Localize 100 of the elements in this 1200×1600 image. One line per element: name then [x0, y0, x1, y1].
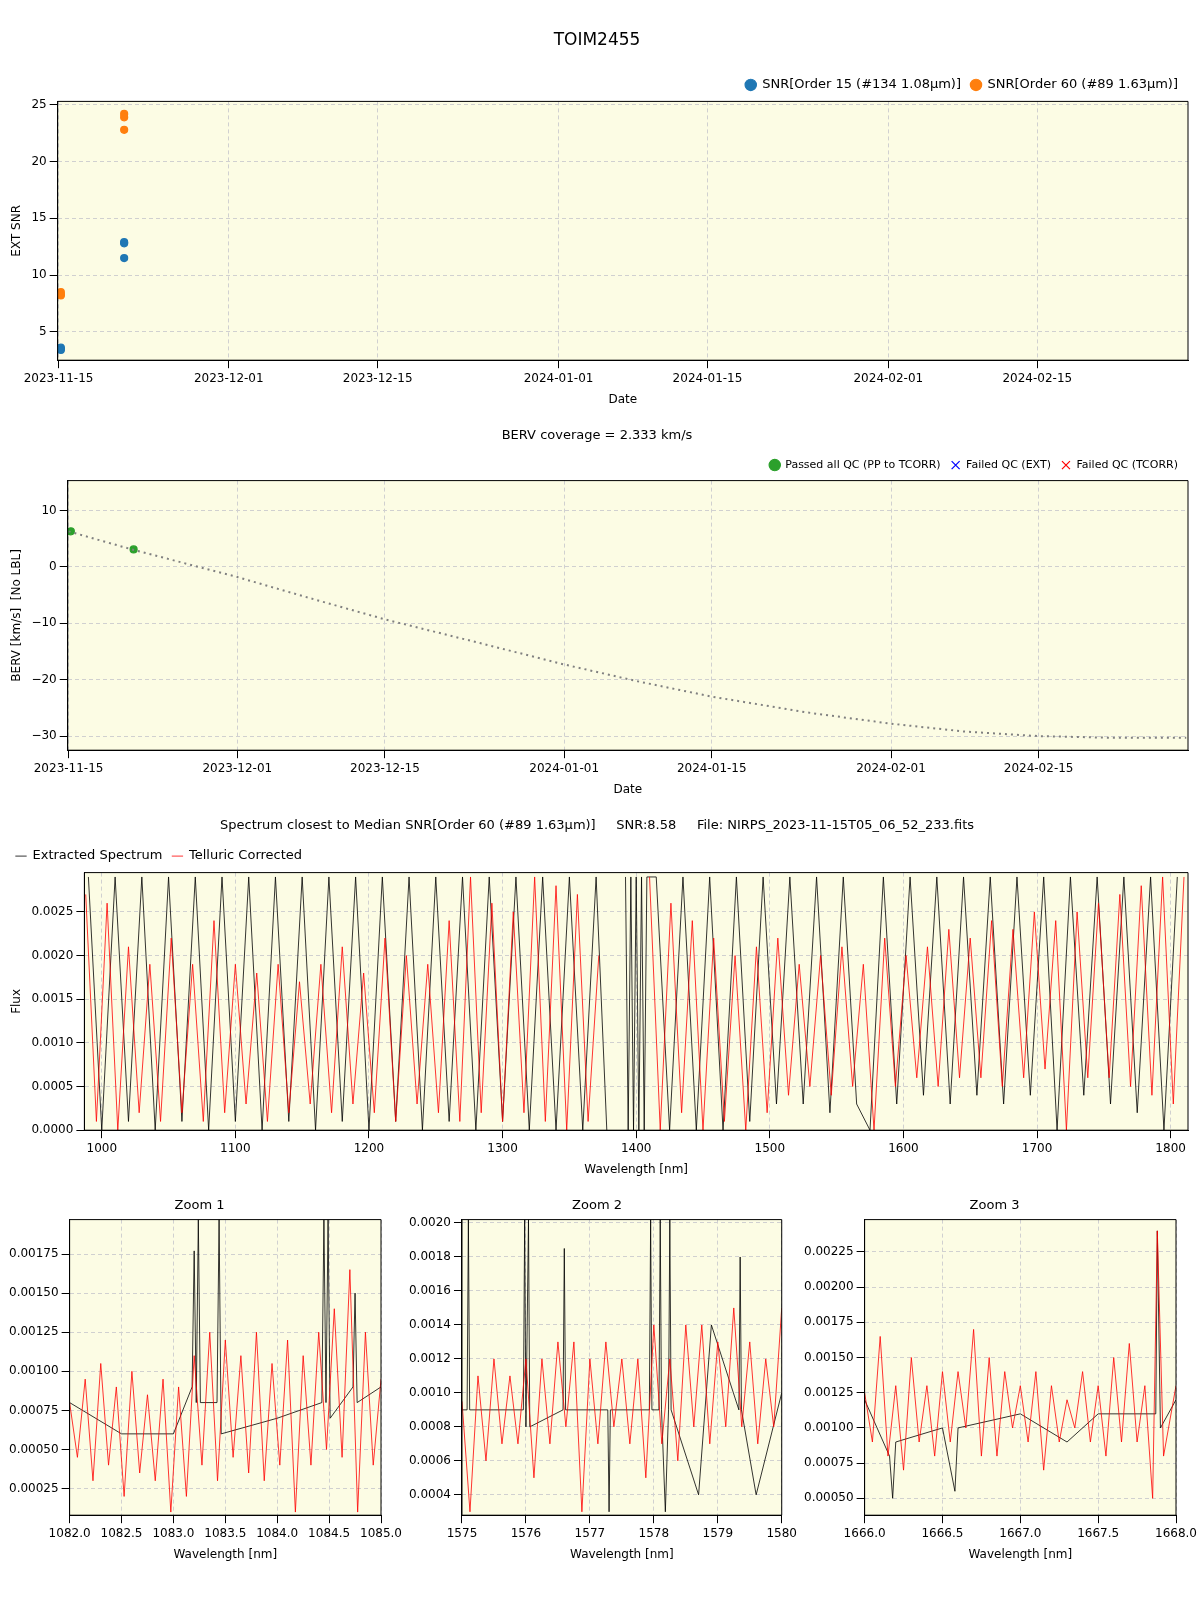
y-tick-label: 0.00125	[804, 1384, 854, 1399]
x-tick-label: 2024-02-01	[856, 760, 926, 775]
y-tick-label: 0.00175	[804, 1314, 854, 1329]
y-tick-label: 0.00075	[9, 1402, 59, 1417]
y-tick-label: 0.0016	[408, 1283, 451, 1298]
x-tick-label: 1667.5	[1077, 1525, 1120, 1540]
x-tick-label: 2024-02-15	[1002, 370, 1073, 385]
chart-title: Zoom 2	[572, 1197, 622, 1213]
y-tick-label: 0.00125	[9, 1324, 59, 1339]
y-tick-label: −30	[31, 728, 57, 743]
x-axis-title: Wavelength [nm]	[173, 1546, 278, 1561]
y-tick-label: 10	[41, 502, 57, 517]
y-tick-label: 0.0025	[31, 904, 74, 919]
y-tick-label: 0.0020	[408, 1215, 451, 1230]
x-axis-title: Wavelength [nm]	[570, 1546, 674, 1561]
x-tick-label: 2024-01-01	[529, 760, 600, 775]
x-tick-label: 1668.0	[1155, 1525, 1198, 1540]
x-axis-title: Wavelength [nm]	[968, 1546, 1073, 1561]
y-tick-label: 0.00200	[804, 1279, 854, 1294]
legend-label: SNR[Order 60 (#89 1.63μm)]	[987, 76, 1179, 92]
x-tick-label: 2023-11-15	[23, 370, 94, 385]
y-tick-label: 0.0012	[408, 1351, 451, 1366]
legend-label: Extracted Spectrum	[32, 847, 163, 863]
chart-title: Zoom 1	[174, 1197, 225, 1213]
y-tick-label: 0.0004	[408, 1486, 451, 1501]
y-axis-title: BERV [km/s] [No LBL]	[9, 549, 24, 682]
y-tick-label: 10	[31, 267, 47, 282]
y-tick-label: 0	[49, 559, 57, 574]
x-tick-label: 1700	[1021, 1140, 1053, 1155]
y-tick-label: 0.00100	[804, 1420, 854, 1435]
y-tick-label: 0.0008	[408, 1418, 451, 1433]
chart-title: Zoom 3	[969, 1197, 1020, 1213]
x-tick-label: 1082.5	[100, 1525, 143, 1540]
x-tick-label: 1579	[702, 1525, 734, 1540]
y-tick-label: 0.0006	[408, 1452, 451, 1467]
x-tick-label: 2023-12-15	[342, 370, 413, 385]
x-tick-label: 2023-12-01	[193, 370, 264, 385]
y-tick-label: 0.00050	[804, 1490, 854, 1505]
y-tick-label: 0.00175	[9, 1246, 59, 1261]
point	[120, 125, 129, 134]
legend-label: Failed QC (TCORR)	[1076, 457, 1179, 471]
y-tick-label: 20	[31, 153, 47, 168]
chart-title: BERV coverage = 2.333 km/s	[501, 427, 693, 443]
x-tick-label: 1576	[510, 1525, 542, 1540]
x-tick-label: 2023-12-15	[350, 760, 420, 775]
x-tick-label: 2024-01-15	[676, 760, 747, 775]
y-tick-label: 0.0000	[31, 1122, 74, 1137]
legend-label: Failed QC (EXT)	[966, 457, 1051, 471]
legend-label: Passed all QC (PP to TCORR)	[785, 457, 941, 471]
y-tick-label: 0.0014	[408, 1317, 451, 1332]
x-tick-label: 1577	[574, 1525, 606, 1540]
y-tick-label: 0.00075	[804, 1455, 854, 1470]
y-tick-label: 0.0020	[31, 947, 74, 962]
x-tick-label: 1300	[487, 1140, 518, 1155]
y-tick-label: 0.00050	[9, 1441, 59, 1456]
x-tick-label: 2024-02-15	[1003, 760, 1074, 775]
y-tick-label: 0.0018	[408, 1249, 451, 1264]
x-tick-label: 1667.0	[999, 1525, 1042, 1540]
x-tick-label: 2024-02-01	[853, 370, 924, 385]
x-tick-label: 1084.0	[256, 1525, 299, 1540]
chart-title: Spectrum closest to Median SNR[Order 60 (#89 1.63μm)] SNR:8.58 File: NIRPS_2023-11-15T05_06_52_233.fits	[219, 817, 975, 833]
y-tick-label: 0.00150	[804, 1349, 854, 1364]
x-tick-label: 1500	[754, 1140, 786, 1155]
y-tick-label: 0.00150	[9, 1285, 59, 1300]
chart-title: TOIM2455	[552, 28, 641, 49]
x-tick-label: 2023-11-15	[33, 760, 104, 775]
x-axis-title: Date	[613, 781, 643, 796]
x-tick-label: 1200	[353, 1140, 385, 1155]
x-tick-label: 1000	[86, 1140, 118, 1155]
y-tick-label: 0.00025	[9, 1480, 59, 1495]
x-tick-label: 1083.0	[152, 1525, 195, 1540]
y-tick-label: 0.0010	[408, 1385, 451, 1400]
x-tick-label: 1083.5	[204, 1525, 247, 1540]
x-tick-label: 1666.5	[921, 1525, 964, 1540]
x-tick-label: 1666.0	[843, 1525, 886, 1540]
y-tick-label: 25	[31, 96, 47, 111]
x-tick-label: 1082.0	[48, 1525, 91, 1540]
point	[120, 253, 129, 263]
x-tick-label: 1580	[766, 1525, 797, 1540]
x-tick-label: 1400	[620, 1140, 652, 1155]
x-tick-label: 1085.0	[360, 1525, 403, 1540]
y-tick-label: 15	[31, 210, 47, 225]
y-tick-label: 0.0010	[31, 1035, 74, 1049]
y-axis-title: EXT SNR	[9, 204, 24, 257]
x-tick-label: 2024-01-01	[523, 370, 594, 385]
x-axis-title: Date	[608, 391, 638, 406]
x-tick-label: 2023-12-01	[202, 760, 273, 775]
legend-label: Telluric Corrected	[187, 847, 303, 863]
x-tick-label: 1578	[638, 1525, 670, 1540]
x-tick-label: 1600	[888, 1140, 919, 1155]
x-tick-label: 1100	[220, 1140, 251, 1155]
x-tick-label: 1084.5	[308, 1525, 351, 1540]
x-tick-label: 2024-01-15	[672, 370, 743, 385]
y-tick-label: 0.0005	[31, 1078, 74, 1093]
y-tick-label: 0.00225	[804, 1244, 854, 1259]
legend-label: SNR[Order 15 (#134 1.08μm)]	[762, 76, 962, 92]
y-tick-label: −20	[31, 671, 57, 686]
x-tick-label: 1800	[1155, 1140, 1186, 1155]
y-tick-label: 5	[39, 323, 47, 338]
y-axis-title: Flux	[9, 988, 24, 1014]
